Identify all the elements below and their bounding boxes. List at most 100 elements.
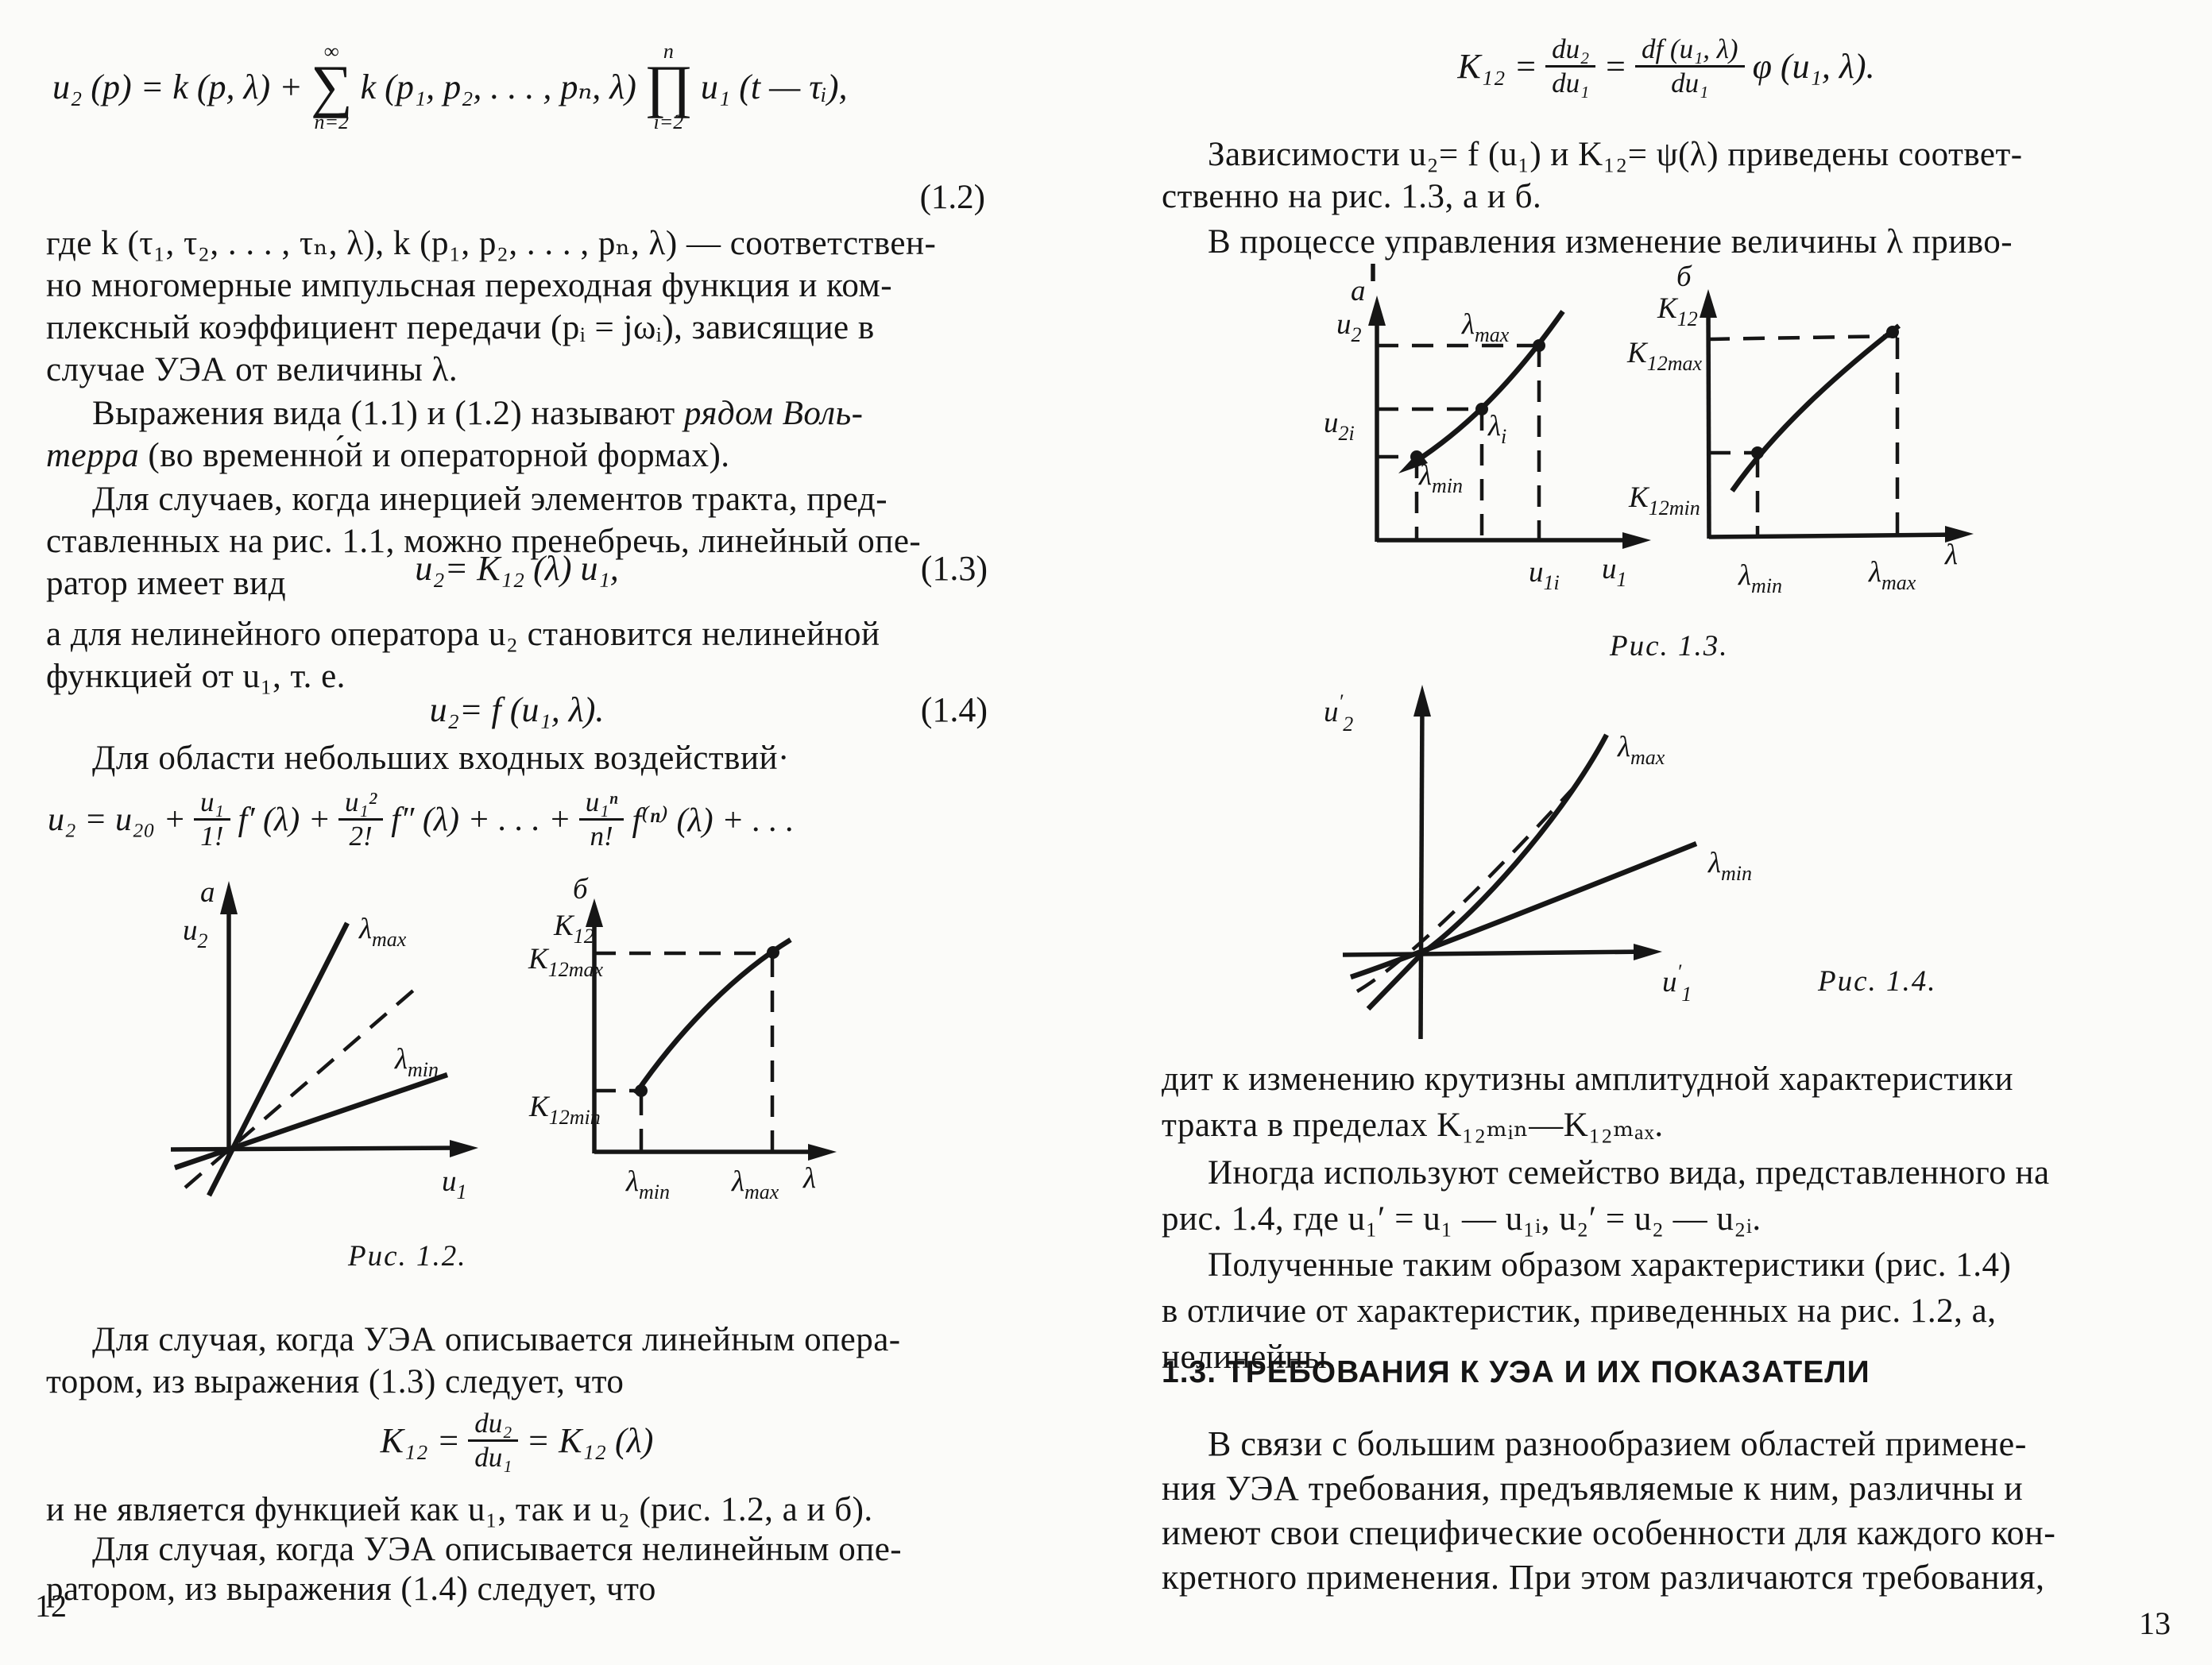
sum-upper-limit: ∞ <box>323 40 339 63</box>
equation-taylor: u₂ = u₂₀ + u₁ 1! f′ (λ) + u₁² 2! f″ (λ) … <box>48 786 794 853</box>
eq12-kernel: k (p₁, p₂, . . . , pₙ, λ) <box>360 67 636 106</box>
tick-u1i: u1i <box>1529 556 1560 594</box>
frac2-denominator: 2! <box>349 821 373 852</box>
eq12-lhs: u₂ (p) = k (p, λ) + <box>52 67 303 106</box>
eqtop-rhs: φ (u₁, λ). <box>1752 47 1875 87</box>
figure-1-4: u′2 λmax λmin u′1 <box>1324 685 1752 1040</box>
paragraph-dit: дит к изменению крутизны амплитудной хар… <box>1162 1060 2014 1144</box>
frac1-numerator: u₁ <box>194 786 230 821</box>
y-axis-arrow <box>220 881 238 914</box>
frac3-denominator: n! <box>590 821 613 852</box>
y-axis-label-u2-prime: u′2 <box>1324 690 1353 736</box>
x-axis-label-u1: u1 <box>1602 553 1627 591</box>
eqk12-lhs: K₁₂ = <box>380 1421 461 1461</box>
curve-lambda-min <box>173 1072 449 1171</box>
label-k12min: K12min <box>1628 481 1700 520</box>
tick-lambda-max: λmax <box>731 1165 779 1203</box>
taylor-t2: f′ (λ) + <box>238 801 331 838</box>
label-u2i: u2i <box>1324 407 1355 445</box>
label-k12max: K12max <box>528 943 603 981</box>
y-axis-label-k12: K12 <box>553 910 594 948</box>
x-axis <box>170 1145 465 1152</box>
sum-symbol: ∑ <box>310 54 353 120</box>
y-axis <box>1418 701 1425 1040</box>
eq14-body: u₂= f (u₁, λ). <box>429 690 605 729</box>
paragraph-gde: где k (τ₁, τ₂, . . . , τₙ, λ), k (p₁, p₂… <box>46 225 937 388</box>
y-axis-arrow <box>1413 685 1431 717</box>
paragraph-sluchay-nelineiny: Для случая, когда УЭА описывается нелине… <box>46 1531 903 1608</box>
volterra-italic2: терра <box>46 437 140 474</box>
figure-1-2b: б K12 K12max K12min λmin λmax λ <box>528 873 837 1203</box>
data-point-max <box>1886 326 1899 338</box>
product-lower-limit: i=2 <box>653 110 684 133</box>
paragraph-sluchay-lineiny: Для случая, когда УЭА описывается линейн… <box>46 1321 901 1400</box>
taylor-t1: u₂ = u₂₀ + <box>48 801 186 838</box>
curve-lambda-min <box>1349 840 1698 980</box>
taylor-frac2: u₁² 2! <box>338 786 384 853</box>
x-axis <box>1708 532 1960 539</box>
curve-k12 <box>1730 323 1901 493</box>
label-lambda-min: λmin <box>1707 847 1752 885</box>
y-axis-label-u2: u2 <box>183 914 208 952</box>
eqk12-denominator: du₁ <box>474 1442 512 1474</box>
data-point-lambda-min <box>1410 450 1423 463</box>
frac1-denominator: 1! <box>200 821 224 852</box>
label-lambda-max: λmax <box>1617 731 1665 769</box>
panel-label-b: б <box>1676 261 1692 293</box>
curve-lambda-mid-dashed <box>1355 785 1576 993</box>
x-axis-arrow <box>1622 532 1651 549</box>
product-symbol: ∏ <box>644 54 693 120</box>
eqk12-numerator: du₂ <box>468 1408 519 1443</box>
y-axis <box>1706 306 1711 539</box>
eq12-rhs: u₁ (t — τᵢ), <box>700 67 848 106</box>
label-lambda-min: λmin <box>1418 459 1463 497</box>
eqtop-frac1-denominator: du₁ <box>1552 68 1590 99</box>
figure-1-3a: а u2 λmax u2i λi λmin u1i u1 <box>1324 264 1651 594</box>
line-dlya-oblasti: Для области небольших входных воздействи… <box>92 740 790 777</box>
figure-1-3b: б K12 K12max K12min λmin λmax λ <box>1626 261 1974 597</box>
page-number-left: 12 <box>35 1588 67 1624</box>
data-point-lambda-i <box>1475 403 1488 415</box>
line-v-processe: В процессе управления изменение величины… <box>1208 223 2013 261</box>
sum-lower-limit: n=2 <box>314 110 350 133</box>
y-axis-arrow <box>586 898 603 927</box>
x-axis-arrow <box>450 1140 478 1157</box>
label-lambda-min: λmin <box>394 1043 439 1081</box>
paragraph-ne-yavlyaetsya: и не является функцией как u₁, так и u₂ … <box>46 1491 873 1528</box>
label-lambda-max: λmax <box>1461 308 1510 346</box>
y-axis-label-k12: K12 <box>1657 292 1698 330</box>
data-point-lambda-max <box>1533 339 1545 352</box>
figure-1-2a: а u2 λmax λmin u1 <box>170 876 478 1203</box>
product-upper-limit: n <box>663 40 674 63</box>
paragraph-poluchennye: Полученные таким образом характеристики … <box>1162 1246 2012 1376</box>
y-axis-label-u2: u2 <box>1336 308 1362 346</box>
tick-lambda-min: λmin <box>1738 559 1782 597</box>
curve-lambda-max <box>1366 733 1609 1011</box>
tick-lambda-min: λmin <box>625 1165 670 1203</box>
eqtop-frac2-denominator: du₁ <box>1671 68 1709 99</box>
section-heading-1-3: 1.3. ТРЕБОВАНИЯ К УЭА И ИХ ПОКАЗАТЕЛИ <box>1162 1355 1870 1389</box>
eqk12-fraction: du₂ du₁ <box>468 1408 519 1474</box>
volterra-italic1: рядом Воль- <box>683 395 864 432</box>
y-axis-arrow <box>1700 289 1717 318</box>
eqtop-fraction1: du₂ du₁ <box>1545 33 1596 100</box>
panel-label-b: б <box>573 873 589 906</box>
y-axis-arrow <box>1368 296 1386 326</box>
taylor-frac3: u₁ⁿ n! <box>578 786 625 853</box>
equation-k12: K₁₂ = du₂ du₁ = K₁₂ (λ) <box>46 1408 988 1474</box>
equation-number-1-3: (1.3) <box>920 549 988 588</box>
eqtop-frac1-numerator: du₂ <box>1545 33 1596 68</box>
x-axis-arrow <box>808 1144 837 1161</box>
frac3-numerator: u₁ⁿ <box>578 786 625 821</box>
label-lambda-max: λmax <box>358 913 407 951</box>
product-operator: n ∏ i=2 <box>644 40 693 133</box>
paragraph-dlya-sluchaev: Для случаев, когда инерцией элементов тр… <box>46 481 922 602</box>
figure-1-2-caption: Рис. 1.2. <box>348 1240 467 1273</box>
x-axis <box>1342 949 1649 957</box>
eqtop-fraction2: df (u₁, λ) du₁ <box>1634 33 1745 100</box>
x-axis-arrow <box>1945 526 1974 543</box>
tick-lambda-max: λmax <box>1868 556 1916 594</box>
figure-1-4-caption: Рис. 1.4. <box>1818 965 1937 998</box>
equation-1-3: u₂= K₁₂ (λ) u₁, (1.3) <box>46 548 988 589</box>
paragraph-v-svyazi: В связи с большим разнообразием областей… <box>1162 1424 2056 1597</box>
